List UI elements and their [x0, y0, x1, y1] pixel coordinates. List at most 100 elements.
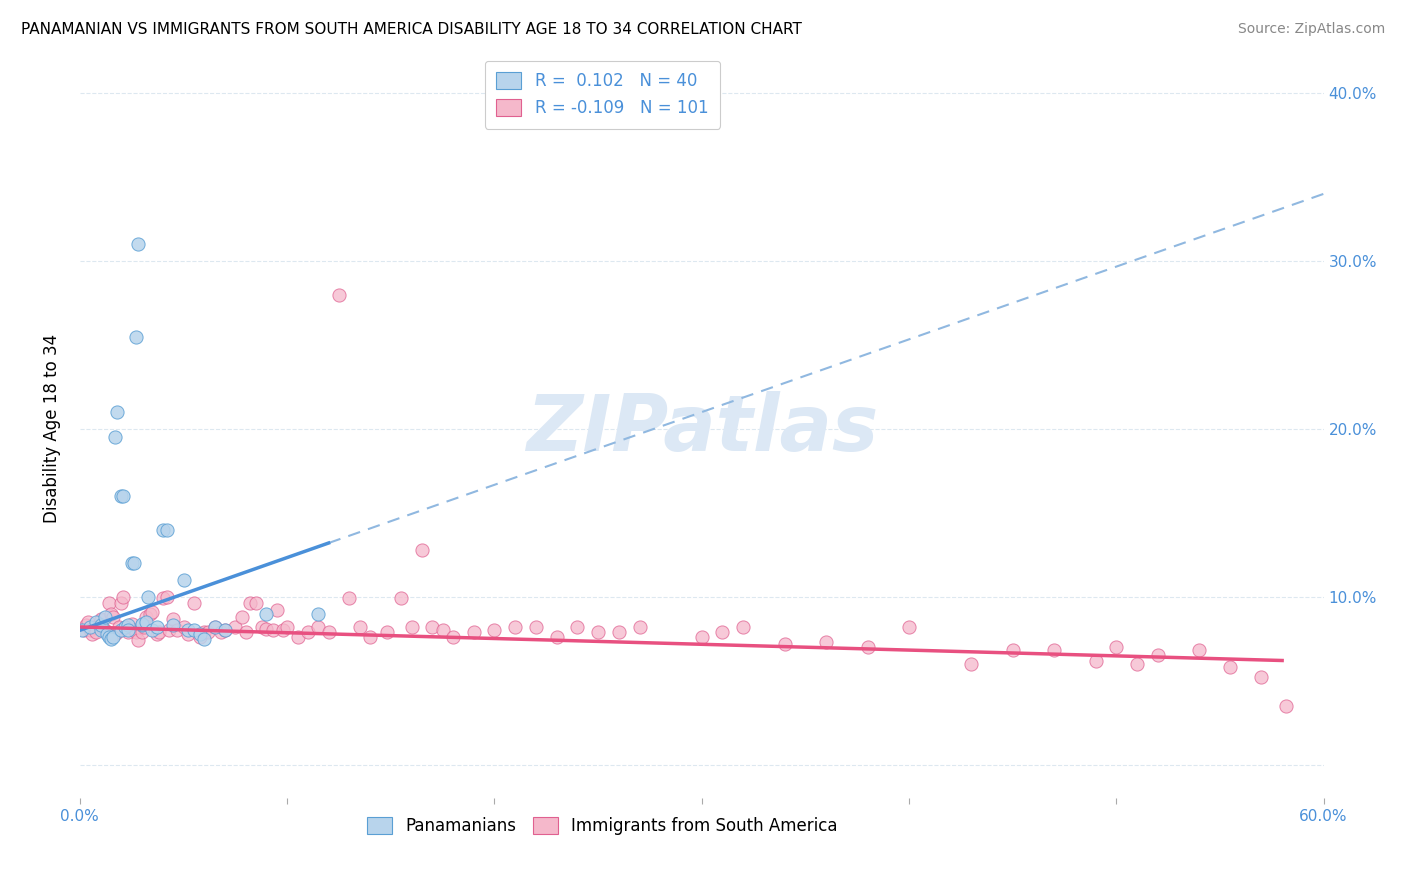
Text: ZIPatlas: ZIPatlas	[526, 391, 877, 467]
Point	[193, 632, 215, 646]
Point	[297, 624, 319, 639]
Point	[131, 618, 153, 632]
Point	[960, 657, 983, 671]
Point	[432, 624, 454, 638]
Point	[148, 624, 170, 639]
Point	[110, 489, 132, 503]
Point	[815, 635, 838, 649]
Point	[79, 620, 101, 634]
Point	[214, 624, 236, 638]
Point	[91, 622, 114, 636]
Point	[131, 624, 153, 639]
Point	[204, 620, 226, 634]
Point	[86, 615, 108, 629]
Point	[224, 620, 246, 634]
Point	[411, 542, 433, 557]
Point	[1250, 670, 1272, 684]
Point	[1001, 643, 1024, 657]
Point	[101, 610, 124, 624]
Point	[567, 620, 589, 634]
Point	[93, 610, 115, 624]
Point	[90, 611, 112, 625]
Point	[93, 624, 115, 638]
Point	[193, 624, 215, 639]
Point	[136, 590, 159, 604]
Point	[162, 611, 184, 625]
Point	[141, 624, 163, 638]
Point	[773, 637, 796, 651]
Point	[70, 624, 93, 638]
Point	[156, 590, 179, 604]
Point	[271, 624, 294, 638]
Point	[214, 624, 236, 638]
Point	[87, 618, 110, 632]
Point	[307, 607, 329, 621]
Point	[134, 620, 156, 634]
Point	[75, 618, 97, 632]
Point	[524, 620, 547, 634]
Point	[1105, 640, 1128, 654]
Point	[173, 620, 195, 634]
Point	[73, 624, 96, 638]
Point	[856, 640, 879, 654]
Point	[110, 596, 132, 610]
Point	[359, 630, 381, 644]
Point	[733, 620, 755, 634]
Point	[287, 630, 309, 644]
Legend: Panamanians, Immigrants from South America: Panamanians, Immigrants from South Ameri…	[357, 807, 848, 846]
Point	[157, 624, 180, 638]
Point	[503, 620, 526, 634]
Point	[96, 626, 118, 640]
Point	[141, 605, 163, 619]
Point	[121, 556, 143, 570]
Point	[197, 624, 219, 639]
Point	[607, 624, 630, 639]
Y-axis label: Disability Age 18 to 34: Disability Age 18 to 34	[44, 334, 60, 524]
Point	[100, 632, 122, 646]
Point	[337, 591, 360, 606]
Point	[125, 624, 148, 639]
Point	[349, 620, 371, 634]
Point	[83, 620, 105, 634]
Point	[156, 523, 179, 537]
Point	[166, 624, 188, 638]
Point	[276, 620, 298, 634]
Point	[204, 620, 226, 634]
Point	[254, 607, 277, 621]
Point	[245, 596, 267, 610]
Point	[114, 620, 136, 634]
Point	[127, 237, 149, 252]
Point	[1188, 643, 1211, 657]
Point	[117, 624, 139, 639]
Point	[131, 616, 153, 631]
Point	[97, 596, 120, 610]
Point	[1043, 643, 1066, 657]
Point	[1146, 648, 1168, 663]
Point	[176, 624, 198, 638]
Point	[122, 556, 145, 570]
Point	[1126, 657, 1149, 671]
Point	[628, 620, 651, 634]
Point	[1219, 660, 1241, 674]
Point	[209, 624, 232, 639]
Point	[254, 622, 277, 636]
Point	[176, 626, 198, 640]
Point	[420, 620, 443, 634]
Point	[1084, 653, 1107, 667]
Point	[112, 489, 135, 503]
Point	[307, 620, 329, 634]
Text: PANAMANIAN VS IMMIGRANTS FROM SOUTH AMERICA DISABILITY AGE 18 TO 34 CORRELATION : PANAMANIAN VS IMMIGRANTS FROM SOUTH AMER…	[21, 22, 801, 37]
Point	[105, 405, 128, 419]
Point	[188, 630, 211, 644]
Point	[152, 523, 174, 537]
Point	[145, 626, 167, 640]
Text: Source: ZipAtlas.com: Source: ZipAtlas.com	[1237, 22, 1385, 37]
Point	[117, 618, 139, 632]
Point	[97, 630, 120, 644]
Point	[96, 624, 118, 639]
Point	[183, 596, 205, 610]
Point	[231, 610, 253, 624]
Point	[112, 590, 135, 604]
Point	[463, 624, 485, 639]
Point	[104, 626, 127, 640]
